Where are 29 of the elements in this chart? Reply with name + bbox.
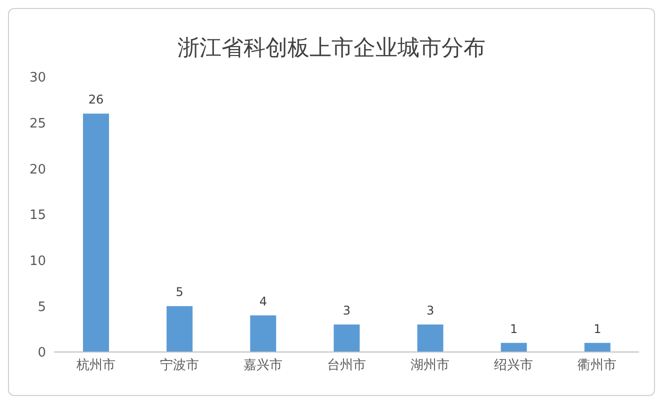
data-label: 3 bbox=[342, 304, 351, 318]
data-label: 26 bbox=[88, 92, 104, 107]
y-tick-label: 5 bbox=[38, 300, 46, 315]
x-tick-label: 湖州市 bbox=[410, 358, 450, 374]
y-tick-label: 0 bbox=[38, 346, 46, 361]
y-tick-label: 15 bbox=[29, 208, 46, 224]
data-label: 1 bbox=[510, 322, 518, 336]
data-label: 4 bbox=[259, 294, 267, 308]
x-tick-label: 嘉兴市 bbox=[243, 358, 282, 374]
y-tick-label: 20 bbox=[29, 162, 46, 178]
x-tick-label: 衢州市 bbox=[578, 358, 617, 374]
bar bbox=[584, 342, 610, 352]
y-tick-label: 30 bbox=[29, 70, 46, 86]
x-tick-label: 宁波市 bbox=[160, 357, 199, 374]
chart-title: 浙江省科创板上市企业城市分布 bbox=[176, 35, 486, 63]
bar bbox=[83, 114, 109, 352]
bar bbox=[417, 324, 444, 352]
bar bbox=[166, 306, 193, 352]
bar bbox=[334, 324, 360, 352]
y-tick-label: 10 bbox=[29, 254, 46, 269]
y-tick-label: 25 bbox=[29, 116, 46, 132]
x-tick-label: 绍兴市 bbox=[494, 358, 534, 374]
bar bbox=[500, 342, 527, 352]
data-label: 1 bbox=[594, 322, 602, 336]
x-tick-label: 杭州市 bbox=[75, 358, 116, 374]
x-tick-label: 台州市 bbox=[327, 358, 366, 374]
data-label: 5 bbox=[176, 285, 184, 300]
data-label: 3 bbox=[426, 304, 434, 318]
bar bbox=[250, 315, 276, 352]
